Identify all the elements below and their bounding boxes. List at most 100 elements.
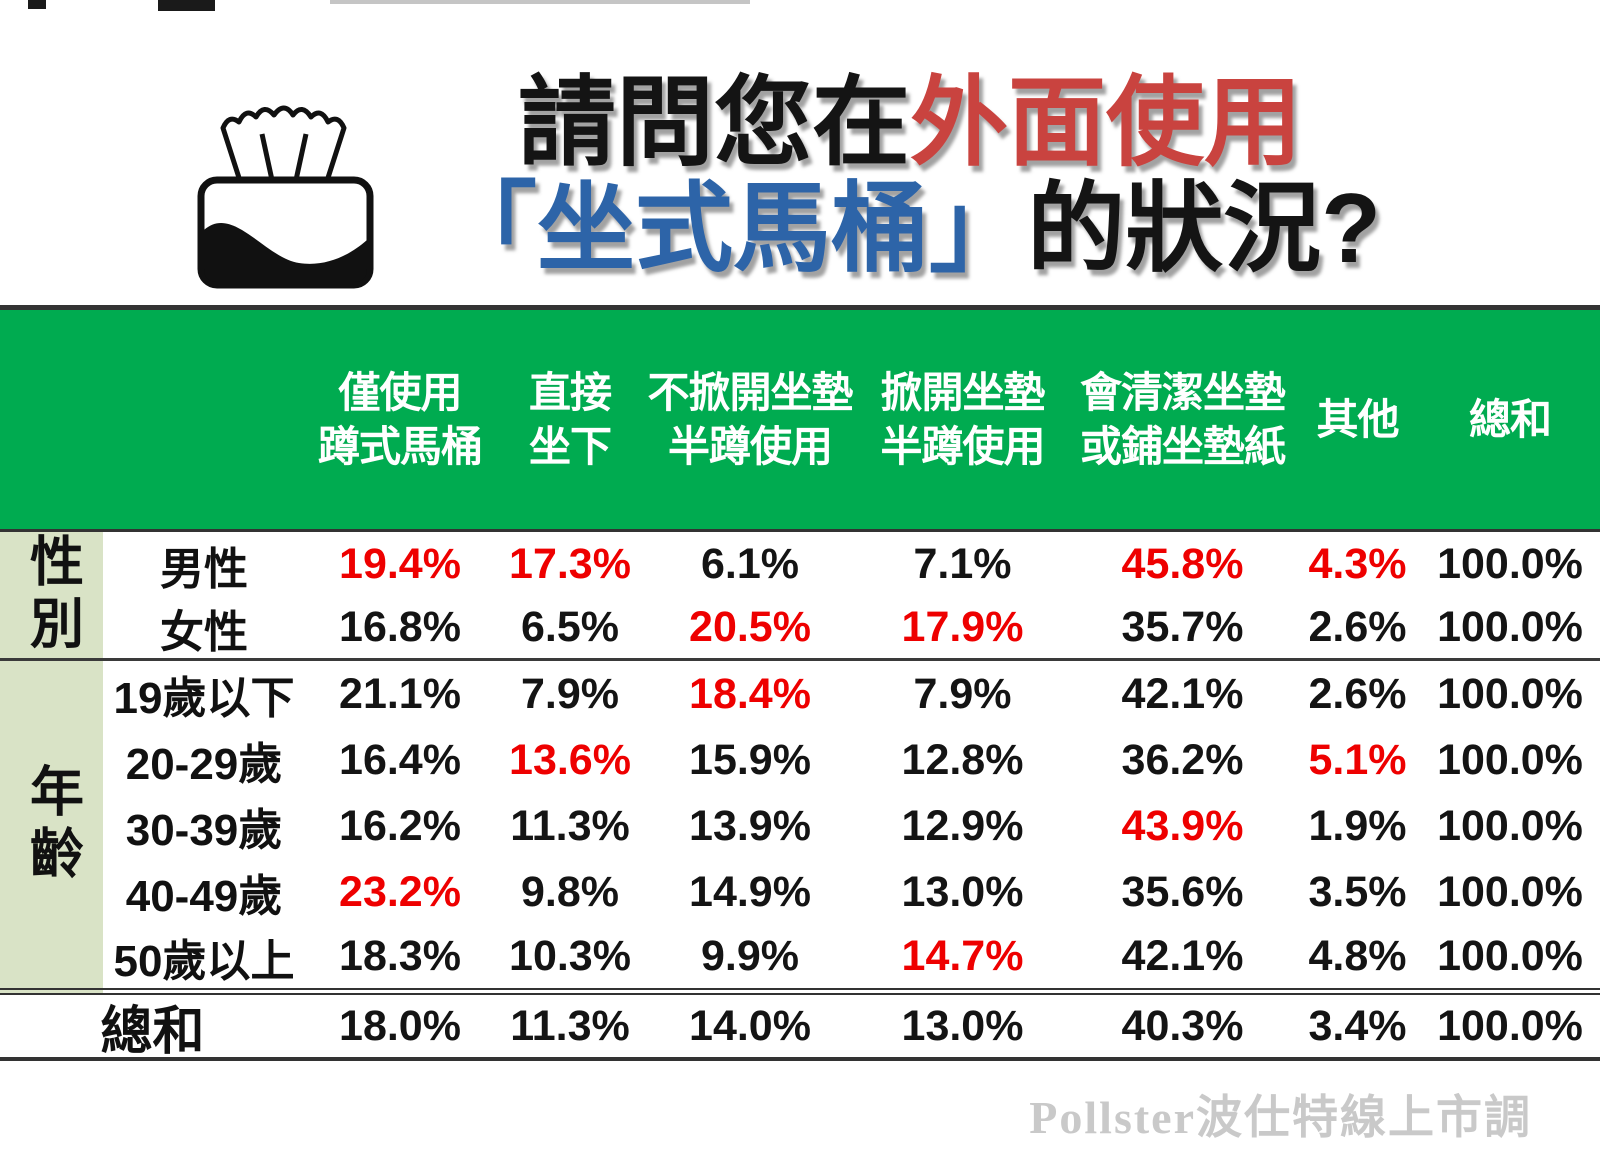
group-label-gender: 性別 — [0, 532, 103, 661]
data-cell: 7.9% — [913, 669, 1012, 718]
header-spacer — [0, 310, 305, 532]
survey-table: 僅使用 蹲式馬桶 直接 坐下 不掀開坐墊 半蹲使用 掀開坐墊 半蹲使用 會清潔坐墊 或鋪坐… — [0, 305, 1600, 1061]
data-cell: 9.9% — [645, 925, 855, 995]
total-row-label: 總和 — [0, 995, 305, 1061]
row-label-text: 男性 — [160, 544, 248, 594]
data-cell: 18.0% — [305, 995, 495, 1061]
column-header: 僅使用 蹲式馬桶 — [305, 310, 495, 532]
group-label-age: 年齡 — [0, 661, 103, 995]
column-header-line: 會清潔坐墊 — [1079, 368, 1286, 416]
data-cell: 21.1% — [339, 669, 461, 718]
data-cell: 100.0% — [1437, 867, 1583, 916]
data-cell: 3.4% — [1295, 995, 1420, 1061]
data-cell: 9.8% — [520, 867, 619, 916]
column-header-line: 坐下 — [528, 422, 612, 470]
title-text-black: 請問您在 — [517, 67, 910, 177]
column-header-line: 半蹲使用 — [667, 422, 833, 470]
group-label-text: 年齡 — [21, 762, 82, 887]
column-header: 掀開坐墊 半蹲使用 — [855, 310, 1070, 532]
pollster-watermark: Pollster波仕特線上市調 — [1029, 1092, 1532, 1143]
data-cell: 100.0% — [1437, 735, 1583, 784]
row-label: 40-49歲 — [103, 859, 305, 925]
row-label: 女性 — [103, 597, 305, 661]
column-header-line: 或鋪坐墊紙 — [1079, 422, 1286, 470]
data-cell: 13.0% — [901, 867, 1024, 916]
column-header-line: 直接 — [528, 368, 612, 416]
title-text-black: 的狀況? — [1027, 172, 1381, 283]
data-cell: 2.6% — [1308, 669, 1407, 718]
column-header: 直接 坐下 — [495, 310, 645, 532]
title-line-1: 請問您在外面使用 — [290, 67, 1530, 177]
row-label-text: 50歲以上 — [113, 936, 295, 986]
group-label-text: 性別 — [21, 533, 82, 657]
data-cell: 6.5% — [495, 597, 645, 661]
data-cell: 13.0% — [855, 995, 1070, 1061]
data-cell: 6.1% — [700, 540, 799, 588]
data-cell: 1.9% — [1308, 801, 1407, 850]
data-cell: 15.9% — [689, 735, 811, 784]
row-label-text: 女性 — [160, 607, 248, 657]
data-cell: 13.6% — [509, 735, 631, 784]
column-header-line: 掀開坐墊 — [880, 368, 1045, 416]
data-cell: 11.3% — [510, 801, 630, 850]
row-label: 20-29歲 — [103, 727, 305, 793]
data-cell: 42.1% — [1070, 925, 1295, 995]
scan-artifact — [158, 0, 215, 11]
title-text-blue: 「坐式馬桶」 — [439, 172, 1028, 283]
row-label-text: 40-49歲 — [125, 872, 283, 921]
data-cell: 13.9% — [689, 801, 811, 850]
data-cell: 100.0% — [1420, 995, 1600, 1061]
data-cell: 5.1% — [1308, 735, 1407, 784]
data-cell: 4.3% — [1308, 540, 1407, 588]
column-header: 會清潔坐墊或鋪坐墊紙 — [1070, 310, 1295, 532]
column-header-line: 不掀開坐墊 — [647, 368, 853, 416]
data-cell: 100.0% — [1420, 925, 1600, 995]
data-cell: 40.3% — [1070, 995, 1295, 1061]
data-cell: 17.3% — [509, 540, 631, 588]
data-cell: 20.5% — [645, 597, 855, 661]
row-label-text: 30-39歲 — [125, 806, 283, 855]
row-label: 19歲以下 — [103, 661, 305, 727]
data-cell: 35.6% — [1121, 867, 1244, 916]
data-cell: 7.9% — [520, 669, 619, 718]
data-cell: 100.0% — [1437, 801, 1583, 850]
column-header: 總和 — [1420, 310, 1600, 532]
row-label-text: 20-29歲 — [125, 740, 283, 789]
data-cell: 100.0% — [1437, 669, 1583, 718]
data-cell: 23.2% — [339, 867, 461, 916]
total-label-text: 總和 — [100, 1002, 205, 1061]
data-cell: 16.2% — [339, 801, 461, 850]
column-header-line: 半蹲使用 — [880, 422, 1045, 470]
data-cell: 100.0% — [1420, 597, 1600, 661]
data-cell: 7.1% — [913, 540, 1012, 588]
data-cell: 17.9% — [855, 597, 1070, 661]
data-cell: 45.8% — [1121, 540, 1244, 588]
row-label: 30-39歲 — [103, 793, 305, 859]
data-cell: 19.4% — [339, 540, 461, 588]
scan-artifact — [330, 0, 750, 4]
scan-artifact — [28, 0, 46, 9]
column-header-line: 總和 — [1468, 395, 1552, 443]
row-label: 50歲以上 — [103, 925, 305, 995]
data-cell: 16.8% — [305, 597, 495, 661]
data-cell: 35.7% — [1070, 597, 1295, 661]
data-cell: 100.0% — [1437, 540, 1583, 588]
row-label-text: 19歲以下 — [113, 674, 295, 723]
data-cell: 14.0% — [645, 995, 855, 1061]
slide-title: 請問您在外面使用 「坐式馬桶」的狀況? — [290, 67, 1530, 283]
column-header: 不掀開坐墊 半蹲使用 — [645, 310, 855, 532]
column-header-line: 其他 — [1316, 395, 1399, 443]
data-cell: 42.1% — [1121, 669, 1244, 718]
data-cell: 12.8% — [901, 735, 1024, 784]
data-cell: 12.9% — [901, 801, 1024, 850]
data-cell: 11.3% — [495, 995, 645, 1061]
data-cell: 10.3% — [495, 925, 645, 995]
column-header: 其他 — [1295, 310, 1420, 532]
column-header-line: 蹲式馬桶 — [317, 422, 483, 470]
data-cell: 14.9% — [689, 867, 811, 916]
data-cell: 2.6% — [1295, 597, 1420, 661]
data-cell: 18.4% — [689, 669, 811, 718]
title-text-red: 外面使用 — [910, 67, 1303, 177]
title-line-2: 「坐式馬桶」的狀況? — [290, 172, 1530, 283]
